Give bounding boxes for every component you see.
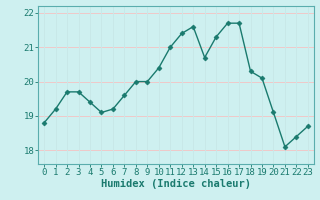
X-axis label: Humidex (Indice chaleur): Humidex (Indice chaleur) — [101, 179, 251, 189]
